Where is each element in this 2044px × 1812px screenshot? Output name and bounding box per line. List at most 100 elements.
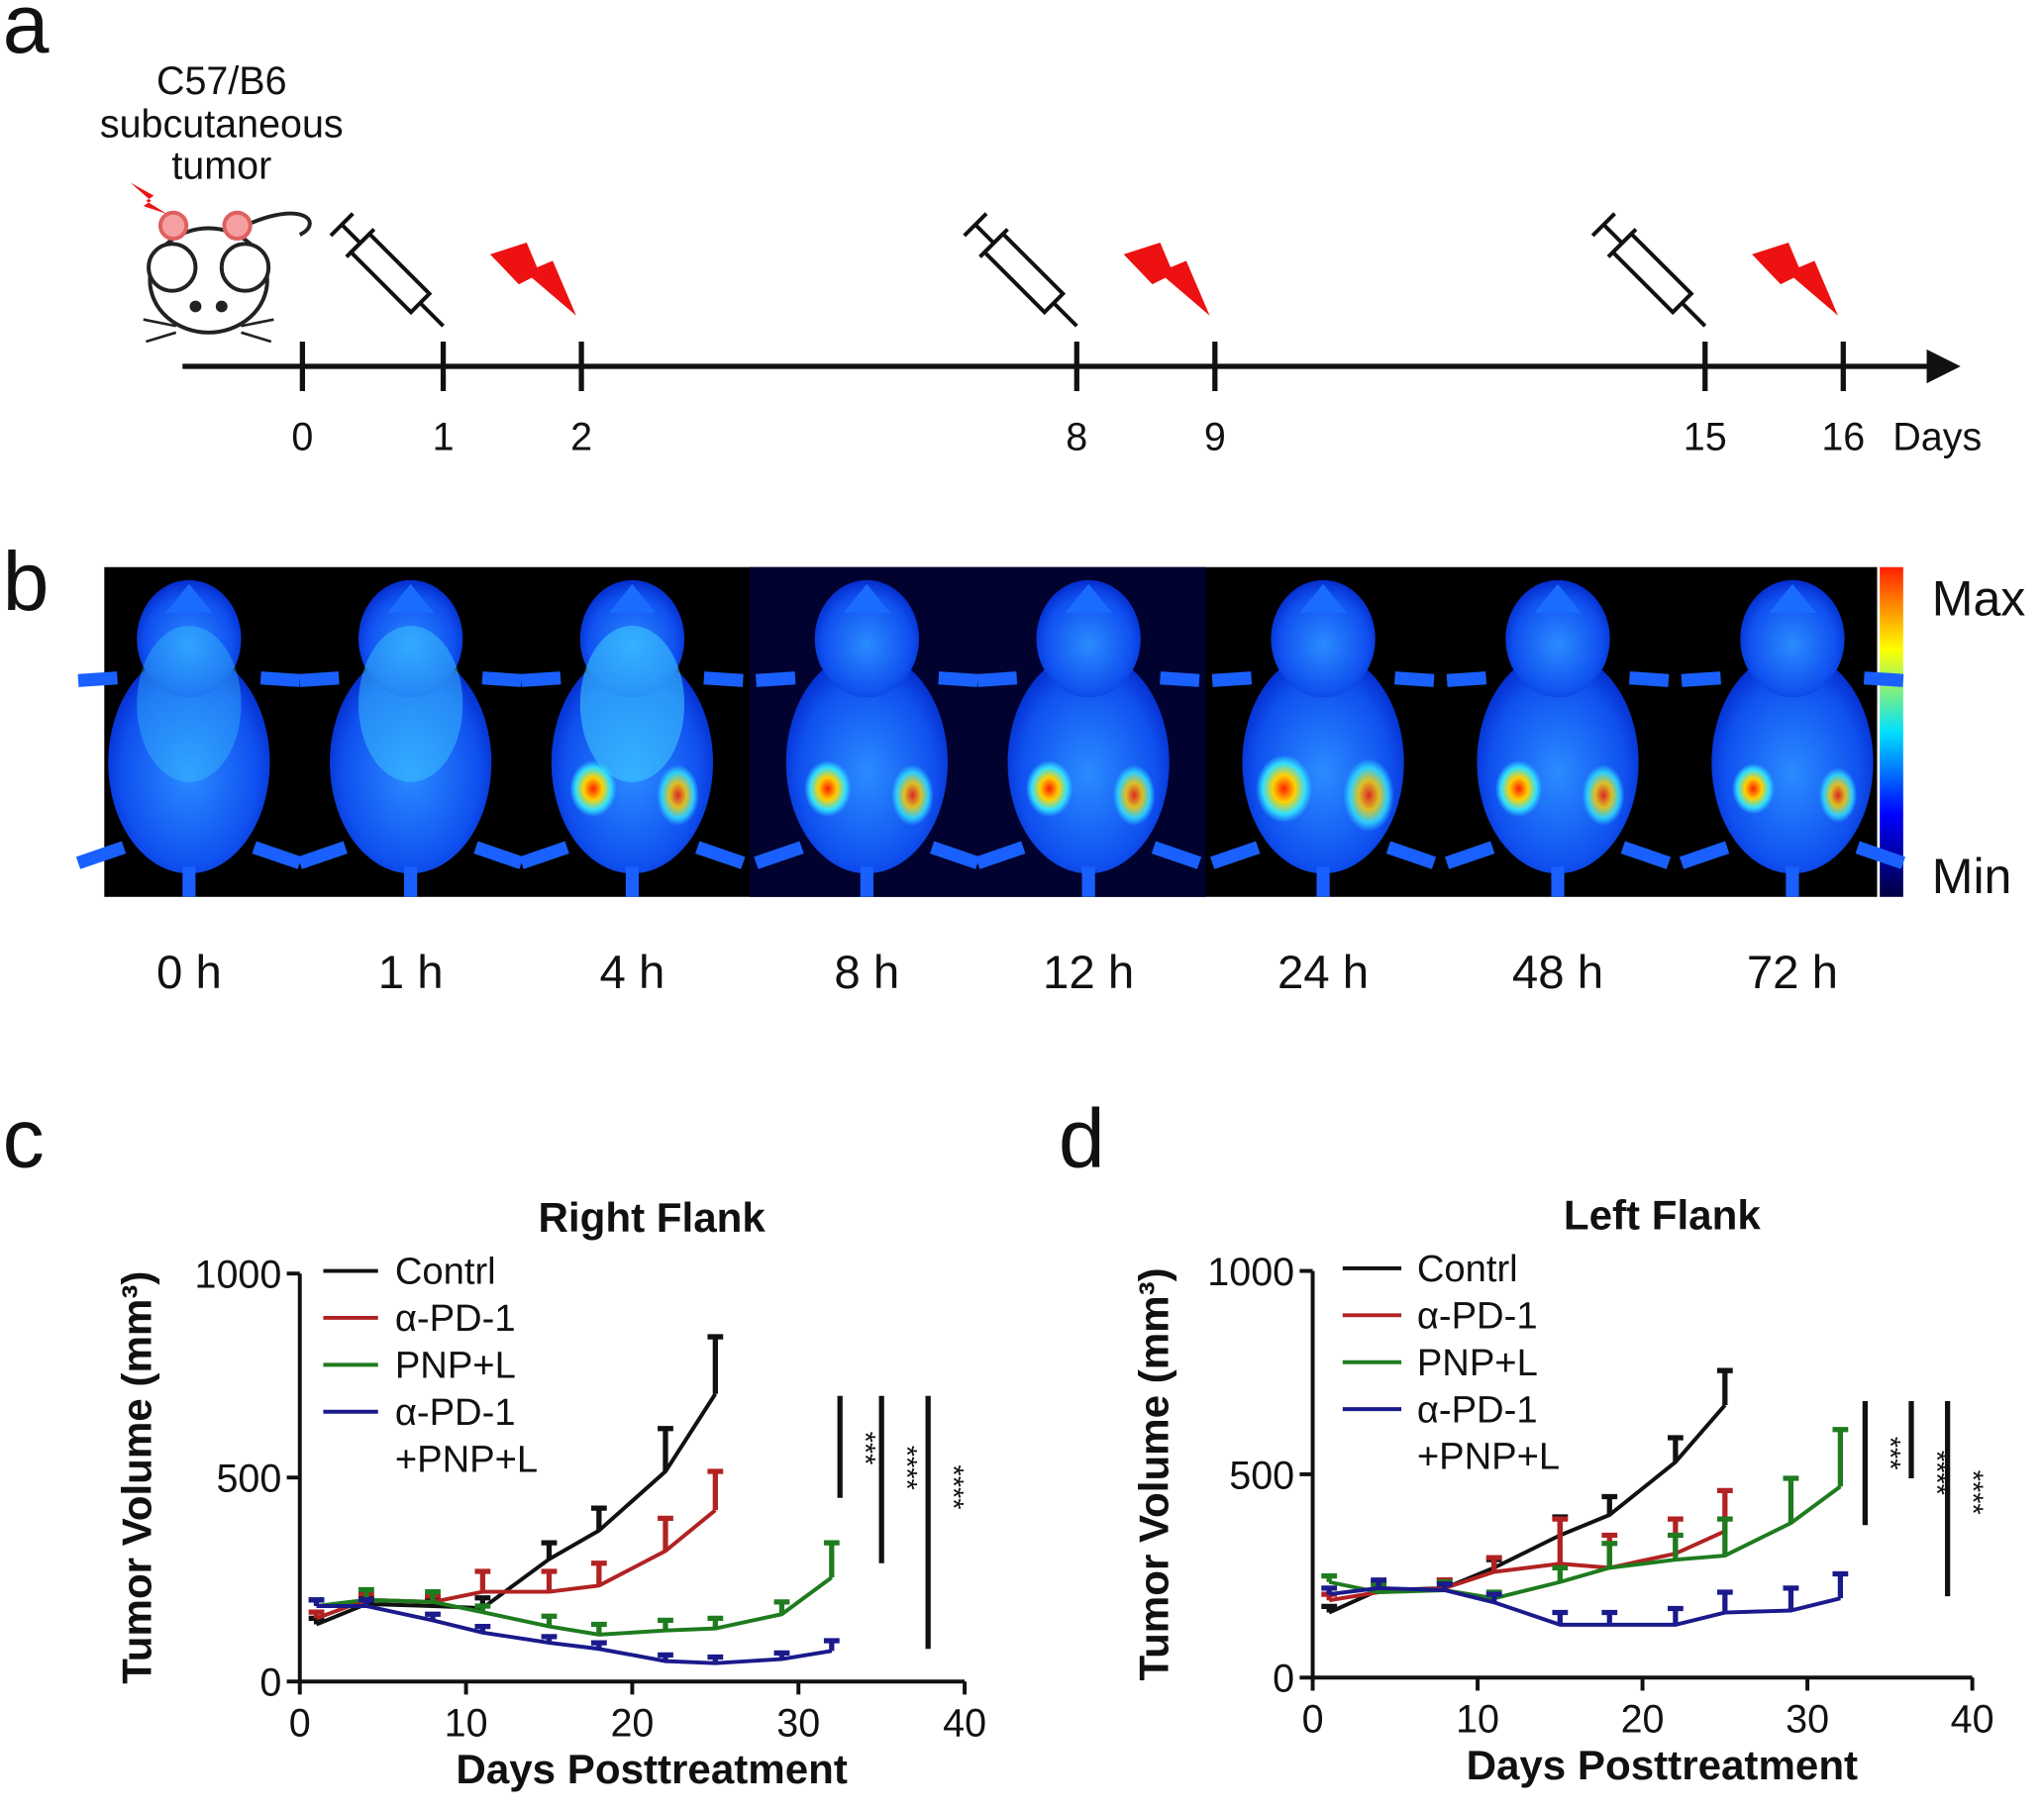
syringe-icon bbox=[963, 212, 1078, 328]
x-tick-label: 10 bbox=[1456, 1698, 1499, 1742]
panel-label: c bbox=[3, 1091, 45, 1184]
error-bar bbox=[1601, 1609, 1618, 1625]
error-bar bbox=[1601, 1541, 1618, 1568]
syringe-plunger bbox=[973, 223, 995, 245]
significance-label: *** bbox=[1874, 1437, 1905, 1470]
model-label: subcutaneous bbox=[100, 102, 344, 146]
time-label: 48 h bbox=[1512, 947, 1603, 999]
significance-label: **** bbox=[1956, 1470, 1988, 1515]
model-label: C57/B6 bbox=[156, 59, 287, 103]
time-label: 72 h bbox=[1747, 947, 1838, 999]
y-axis-label: Tumor Volume (mm³) bbox=[1130, 1267, 1176, 1680]
series-line bbox=[1328, 1585, 1841, 1627]
mouse-nose bbox=[386, 583, 435, 613]
legend-label: α-PD-1 bbox=[395, 1297, 516, 1340]
laser-icon bbox=[489, 242, 576, 316]
error-bar bbox=[541, 1568, 558, 1592]
mouse-image bbox=[297, 579, 524, 897]
legend-label: α-PD-1 +PNP+L bbox=[395, 1391, 538, 1480]
legend-label: PNP+L bbox=[1417, 1342, 1538, 1384]
time-label: 24 h bbox=[1278, 947, 1369, 999]
syringe-needle bbox=[1052, 301, 1078, 328]
mouse-nose bbox=[1769, 583, 1816, 613]
timeline-day-label: 9 bbox=[1204, 415, 1226, 458]
error-bar bbox=[1667, 1605, 1684, 1625]
tumor-signal bbox=[804, 760, 852, 817]
colorbar bbox=[1880, 566, 1903, 897]
time-label: 0 h bbox=[156, 947, 222, 999]
x-tick-label: 40 bbox=[943, 1702, 986, 1746]
error-bar bbox=[823, 1540, 840, 1578]
mouse-image bbox=[975, 579, 1202, 897]
error-bar bbox=[1716, 1516, 1733, 1557]
significance-label: *** bbox=[849, 1432, 880, 1465]
timeline-day-label: 0 bbox=[291, 415, 313, 458]
mouse-icon bbox=[130, 182, 312, 344]
x-tick-label: 10 bbox=[445, 1702, 488, 1746]
series-line bbox=[315, 1392, 717, 1627]
syringe-barrel bbox=[348, 231, 433, 316]
mouse-image bbox=[519, 579, 746, 897]
mouse-glow bbox=[358, 625, 463, 782]
error-bar bbox=[1667, 1532, 1684, 1560]
mouse-image bbox=[1210, 579, 1437, 897]
syringe-grip bbox=[1606, 228, 1638, 258]
mouse-image bbox=[1444, 579, 1672, 897]
error-bar bbox=[1485, 1555, 1502, 1572]
mouse-limbs bbox=[975, 671, 1202, 897]
syringe-grip bbox=[345, 228, 376, 258]
series-line bbox=[316, 1604, 833, 1665]
x-tick-label: 0 bbox=[289, 1702, 311, 1746]
time-label: 1 h bbox=[378, 947, 444, 999]
y-axis-label: Tumor Volume (mm³) bbox=[114, 1271, 160, 1684]
timeline-day-label: 1 bbox=[433, 415, 455, 458]
error-bar bbox=[823, 1638, 840, 1652]
panel-label: d bbox=[1059, 1091, 1105, 1184]
syringe-icon bbox=[1590, 212, 1707, 328]
mouse-limbs bbox=[754, 671, 980, 897]
tumor-signal bbox=[1256, 755, 1313, 823]
syringe-handle bbox=[963, 212, 988, 238]
tumor-signal bbox=[1818, 767, 1858, 823]
mouse-nose bbox=[843, 583, 891, 613]
mouse-head bbox=[1036, 579, 1141, 698]
syringe-handle bbox=[1590, 212, 1616, 238]
mouse-glow bbox=[579, 625, 685, 782]
timeline-day-label: 8 bbox=[1066, 415, 1087, 458]
error-bar bbox=[1601, 1493, 1618, 1515]
legend-label: α-PD-1 +PNP+L bbox=[1417, 1388, 1560, 1477]
x-tick-label: 40 bbox=[1951, 1698, 1994, 1742]
mouse-image bbox=[75, 579, 302, 897]
mouse-nose bbox=[1299, 583, 1347, 613]
error-bar bbox=[1321, 1572, 1338, 1582]
mouse-limbs bbox=[1444, 671, 1672, 897]
significance-label: **** bbox=[890, 1446, 922, 1490]
syringe-grip bbox=[978, 228, 1009, 258]
tumor-signal bbox=[1494, 760, 1543, 817]
error-bar bbox=[658, 1515, 673, 1552]
syringe-barrel bbox=[981, 231, 1067, 316]
syringe-plunger bbox=[1601, 223, 1624, 245]
mouse-limbs bbox=[1210, 671, 1437, 897]
x-axis-label: Days Posttreatment bbox=[1467, 1742, 1859, 1788]
mouse-limbs bbox=[297, 671, 524, 897]
syringe-icon bbox=[329, 212, 445, 328]
error-bar bbox=[1552, 1564, 1569, 1582]
tumor-signal bbox=[1582, 764, 1625, 826]
tumor-signal bbox=[1025, 760, 1073, 817]
mouse-limbs bbox=[1679, 671, 1905, 897]
mouse-nose bbox=[1065, 583, 1112, 613]
error-bar bbox=[707, 1334, 724, 1394]
mouse-glow bbox=[137, 625, 242, 782]
syringe-handle bbox=[329, 212, 355, 238]
syringe-plunger bbox=[340, 223, 362, 245]
error-bar bbox=[590, 1505, 607, 1531]
time-label: 8 h bbox=[834, 947, 899, 999]
tumor-signal bbox=[1112, 764, 1156, 826]
model-label: tumor bbox=[171, 144, 271, 187]
significance-label: **** bbox=[937, 1464, 969, 1509]
error-bar bbox=[474, 1568, 491, 1592]
mouse-head bbox=[358, 579, 463, 698]
mouse-nose bbox=[165, 583, 213, 613]
